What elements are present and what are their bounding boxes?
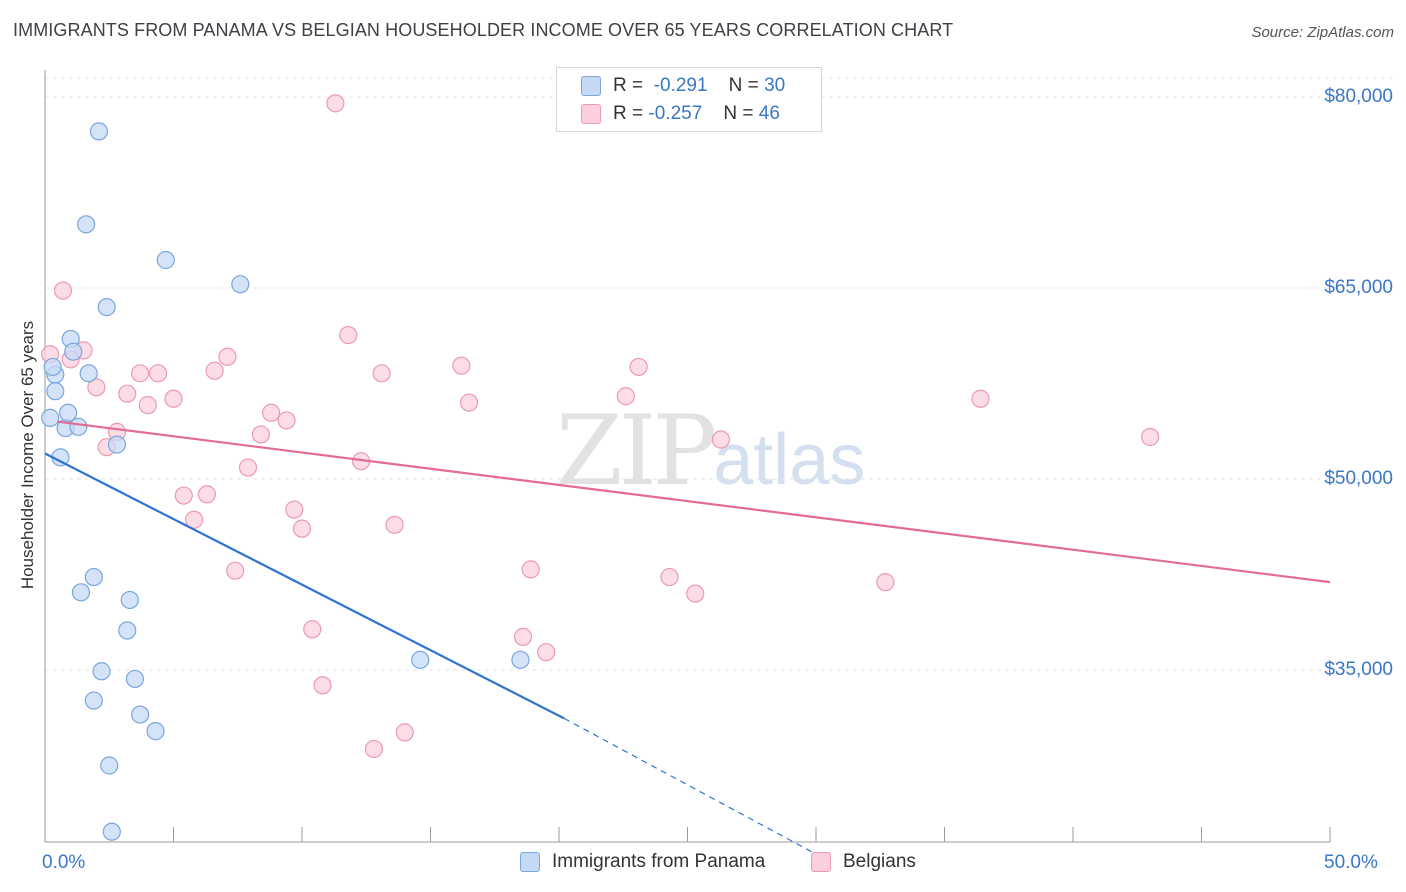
panama-point bbox=[64, 342, 83, 361]
panama-point bbox=[100, 756, 119, 775]
belgian-point bbox=[395, 723, 414, 742]
belgian-point bbox=[197, 485, 217, 504]
panama-point bbox=[118, 621, 137, 640]
belgian-trend-line bbox=[57, 420, 1331, 584]
panama-point bbox=[511, 650, 530, 669]
belgian-point bbox=[629, 357, 648, 377]
belgian-point bbox=[148, 364, 168, 383]
belgian-point bbox=[711, 430, 731, 449]
legend-r-label: R = bbox=[613, 103, 644, 124]
belgian-point bbox=[372, 364, 391, 383]
panama-point bbox=[97, 298, 116, 317]
belgian-point bbox=[686, 584, 705, 603]
bottom-legend-panama: Immigrants from Panama bbox=[520, 851, 765, 873]
belgian-point bbox=[385, 515, 404, 534]
belgian-point bbox=[262, 403, 281, 422]
panama-point bbox=[84, 567, 103, 587]
panama-point bbox=[89, 122, 109, 141]
panama-point bbox=[46, 382, 65, 401]
belgian-point bbox=[303, 620, 322, 639]
panama-point bbox=[79, 364, 98, 383]
panama-point bbox=[43, 357, 62, 377]
panama-point bbox=[102, 822, 121, 841]
belgian-point bbox=[660, 567, 679, 587]
bottom-legend-swatch-belgian bbox=[811, 852, 831, 872]
belgian-point bbox=[87, 378, 106, 397]
belgian-point bbox=[118, 384, 137, 403]
panama-point bbox=[411, 650, 430, 669]
bottom-legend-label-panama: Immigrants from Panama bbox=[552, 851, 766, 872]
belgian-point bbox=[238, 458, 258, 477]
panama-point bbox=[120, 590, 139, 610]
panama-point bbox=[69, 417, 88, 436]
correlation-legend: R = -0.291 N = 30 R = -0.257 N = 46 bbox=[556, 67, 822, 132]
panama-point bbox=[130, 705, 150, 724]
belgian-point bbox=[313, 676, 332, 695]
panama-point bbox=[107, 435, 127, 454]
panama-trend-line bbox=[44, 452, 565, 720]
panama-point bbox=[146, 722, 165, 741]
chart-title: IMMIGRANTS FROM PANAMA VS BELGIAN HOUSEH… bbox=[13, 20, 954, 40]
belgian-point bbox=[205, 361, 224, 380]
y-tick-label-35000: $35,000 bbox=[1324, 659, 1393, 680]
belgian-point bbox=[452, 356, 471, 375]
y-tick-label-80000: $80,000 bbox=[1324, 86, 1393, 107]
legend-row-belgian: R = -0.257 N = 46 bbox=[581, 101, 780, 127]
watermark-atlas: atlas bbox=[713, 420, 866, 500]
panama-point bbox=[92, 662, 111, 681]
panama-point bbox=[41, 408, 60, 427]
bottom-legend-belgian: Belgians bbox=[811, 851, 916, 873]
panama-point bbox=[71, 583, 91, 602]
source-credit: Source: ZipAtlas.com bbox=[1251, 24, 1394, 41]
bottom-legend-swatch-panama bbox=[520, 852, 540, 872]
belgian-point bbox=[521, 560, 540, 579]
belgian-point bbox=[326, 94, 345, 113]
belgian-point bbox=[1140, 427, 1160, 447]
belgian-point bbox=[184, 510, 204, 529]
belgian-point bbox=[339, 326, 358, 345]
belgian-point bbox=[537, 643, 556, 662]
belgian-point bbox=[53, 281, 73, 300]
belgian-point bbox=[218, 347, 237, 366]
panama-point bbox=[125, 669, 145, 689]
x-tick-label-max: 50.0% bbox=[1324, 852, 1378, 873]
x-tick-label-min: 0.0% bbox=[42, 852, 86, 873]
legend-r-value-belgian: -0.257 bbox=[648, 103, 703, 124]
belgian-point bbox=[226, 561, 245, 580]
panama-point bbox=[231, 275, 250, 294]
belgian-point bbox=[285, 500, 304, 519]
y-axis-label: Householder Income Over 65 years bbox=[18, 320, 37, 590]
belgian-point bbox=[174, 486, 193, 505]
y-tick-label-65000: $65,000 bbox=[1324, 277, 1393, 298]
legend-n-label: N = bbox=[723, 103, 754, 124]
belgian-point bbox=[251, 425, 270, 444]
bottom-legend-label-belgian: Belgians bbox=[843, 851, 916, 872]
belgian-point bbox=[164, 389, 183, 408]
belgian-point bbox=[277, 411, 296, 430]
panama-point bbox=[156, 250, 175, 270]
legend-n-label: N = bbox=[728, 75, 759, 96]
panama-point bbox=[59, 403, 78, 422]
legend-r-label: R = bbox=[613, 75, 644, 96]
belgian-point bbox=[876, 573, 895, 592]
legend-swatch-panama bbox=[581, 76, 601, 96]
belgian-point bbox=[513, 627, 533, 646]
belgian-point bbox=[971, 389, 990, 408]
belgian-point bbox=[459, 393, 479, 412]
belgian-point bbox=[138, 396, 157, 415]
y-tick-label-50000: $50,000 bbox=[1324, 468, 1393, 489]
panama-trend-extension bbox=[563, 717, 830, 862]
belgian-point bbox=[130, 364, 150, 383]
belgian-point bbox=[616, 387, 635, 406]
belgian-point bbox=[364, 739, 384, 759]
panama-point bbox=[84, 691, 103, 710]
legend-n-value-panama: 30 bbox=[764, 75, 786, 96]
legend-row-panama: R = -0.291 N = 30 bbox=[581, 73, 785, 99]
panama-point bbox=[77, 215, 96, 234]
legend-swatch-belgian bbox=[581, 104, 601, 124]
belgian-point bbox=[292, 519, 312, 538]
legend-n-value-belgian: 46 bbox=[758, 103, 780, 124]
legend-r-value-panama: -0.291 bbox=[653, 75, 708, 96]
